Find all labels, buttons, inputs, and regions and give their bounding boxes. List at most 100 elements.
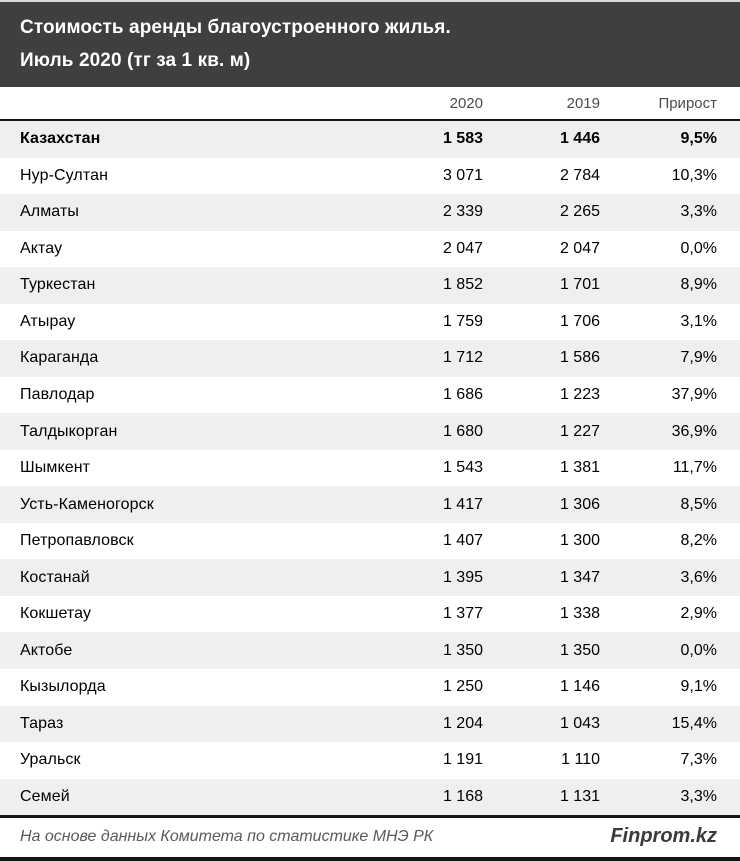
row-value-2019: 1 350: [559, 641, 600, 659]
row-region-name: Алматы: [20, 203, 79, 221]
page-title: Стоимость аренды благоустроенного жилья.: [20, 17, 451, 38]
row-value-2019: 1 586: [559, 349, 600, 367]
row-value-2019: 1 043: [559, 714, 600, 732]
row-region-name: Уральск: [20, 751, 81, 769]
row-region-name: Шымкент: [20, 459, 91, 477]
table-row: Павлодар 1 686 1 223 37,9%: [0, 377, 740, 414]
table-body: Казахстан 1 583 1 446 9,5% Нур-Султан 3 …: [0, 121, 740, 816]
row-value-2020: 1 852: [442, 276, 483, 294]
row-value-2019: 1 306: [559, 495, 600, 513]
row-region-name: Павлодар: [20, 385, 95, 403]
row-value-2020: 1 250: [442, 678, 483, 696]
column-header-2019: 2019: [566, 94, 600, 112]
table-row: Семей 1 168 1 131 3,3%: [0, 778, 740, 816]
row-value-2020: 1 168: [442, 787, 483, 805]
row-region-name: Актобе: [20, 641, 73, 659]
row-region-name: Усть-Каменогорск: [20, 495, 154, 513]
row-region-name: Талдыкорган: [20, 422, 118, 440]
row-value-2020: 3 071: [442, 166, 483, 184]
row-growth: 8,2%: [680, 532, 717, 550]
table-row: Усть-Каменогорск 1 417 1 306 8,5%: [0, 486, 740, 523]
table-row: Актобе 1 350 1 350 0,0%: [0, 632, 740, 669]
row-value-2020: 1 543: [442, 459, 483, 477]
footer: На основе данных Комитета по статистике …: [0, 815, 740, 861]
row-growth: 9,5%: [680, 130, 717, 148]
row-region-name: Актау: [20, 239, 63, 257]
table-row: Алматы 2 339 2 265 3,3%: [0, 194, 740, 231]
table-row: Кокшетау 1 377 1 338 2,9%: [0, 596, 740, 633]
table-row: Тараз 1 204 1 043 15,4%: [0, 705, 740, 743]
table-row: Уральск 1 191 1 110 7,3%: [0, 742, 740, 779]
row-growth: 15,4%: [671, 714, 717, 732]
row-region-name: Туркестан: [20, 276, 96, 294]
row-value-2020: 1 712: [442, 349, 483, 367]
row-region-name: Костанай: [20, 568, 90, 586]
row-growth: 3,1%: [680, 312, 717, 330]
row-growth: 0,0%: [680, 239, 717, 257]
row-value-2019: 1 347: [559, 568, 600, 586]
table-row: Талдыкорган 1 680 1 227 36,9%: [0, 413, 740, 450]
row-growth: 3,3%: [680, 787, 717, 805]
row-value-2019: 1 223: [559, 385, 600, 403]
row-value-2020: 1 204: [442, 714, 483, 732]
row-growth: 10,3%: [671, 166, 717, 184]
table-row: Туркестан 1 852 1 701 8,9%: [0, 267, 740, 304]
table-row: Казахстан 1 583 1 446 9,5%: [0, 121, 740, 158]
table-row: Нур-Султан 3 071 2 784 10,3%: [0, 158, 740, 195]
row-growth: 11,7%: [672, 459, 717, 477]
row-value-2020: 1 377: [442, 605, 483, 623]
row-region-name: Тараз: [20, 714, 64, 732]
table-row: Актау 2 047 2 047 0,0%: [0, 231, 740, 268]
row-value-2020: 1 417: [442, 495, 483, 513]
row-value-2020: 1 395: [442, 568, 483, 586]
table-row: Костанай 1 395 1 347 3,6%: [0, 559, 740, 596]
row-region-name: Караганда: [20, 349, 99, 367]
source-note: На основе данных Комитета по статистике …: [20, 827, 434, 845]
row-value-2019: 1 706: [559, 312, 600, 330]
table-row: Караганда 1 712 1 586 7,9%: [0, 340, 740, 377]
table-row: Атырау 1 759 1 706 3,1%: [0, 304, 740, 341]
row-growth: 2,9%: [680, 605, 717, 623]
row-value-2019: 1 146: [559, 678, 600, 696]
row-value-2019: 1 381: [559, 459, 600, 477]
row-growth: 8,5%: [680, 495, 717, 513]
row-growth: 37,9%: [671, 385, 717, 403]
row-value-2020: 1 759: [442, 312, 483, 330]
row-value-2019: 2 047: [559, 239, 600, 257]
table-row: Кызылорда 1 250 1 146 9,1%: [0, 669, 740, 706]
row-growth: 3,6%: [680, 568, 717, 586]
row-growth: 7,9%: [680, 349, 717, 367]
table-column-headers: 2020 2019 Прирост: [0, 87, 740, 121]
row-value-2019: 1 131: [559, 787, 600, 805]
table-row: Петропавловск 1 407 1 300 8,2%: [0, 523, 740, 560]
row-value-2020: 1 680: [442, 422, 483, 440]
brand-logo: Finprom.kz: [610, 825, 717, 847]
row-growth: 0,0%: [680, 641, 717, 659]
title-bar: Стоимость аренды благоустроенного жилья.…: [0, 2, 740, 87]
row-value-2020: 2 339: [442, 203, 483, 221]
column-header-2020: 2020: [449, 94, 483, 112]
row-region-name: Семей: [20, 787, 70, 805]
row-value-2019: 1 227: [559, 422, 600, 440]
row-value-2019: 1 338: [559, 605, 600, 623]
row-region-name: Нур-Султан: [20, 166, 109, 184]
row-value-2019: 1 446: [559, 130, 600, 148]
row-region-name: Казахстан: [20, 130, 101, 148]
row-value-2020: 1 191: [442, 751, 483, 769]
row-growth: 3,3%: [680, 203, 717, 221]
row-region-name: Петропавловск: [20, 532, 134, 550]
row-value-2019: 1 300: [559, 532, 600, 550]
row-value-2020: 1 407: [442, 532, 483, 550]
column-header-growth: Прирост: [658, 94, 717, 112]
row-value-2020: 1 686: [442, 385, 483, 403]
row-region-name: Кызылорда: [20, 678, 106, 696]
row-value-2020: 2 047: [442, 239, 483, 257]
row-growth: 7,3%: [680, 751, 717, 769]
row-value-2020: 1 350: [442, 641, 483, 659]
table-row: Шымкент 1 543 1 381 11,7%: [0, 450, 740, 487]
page-subtitle: Июль 2020 (тг за 1 кв. м): [20, 50, 251, 71]
row-growth: 36,9%: [671, 422, 717, 440]
row-value-2019: 2 784: [559, 166, 600, 184]
row-value-2019: 1 701: [559, 276, 600, 294]
